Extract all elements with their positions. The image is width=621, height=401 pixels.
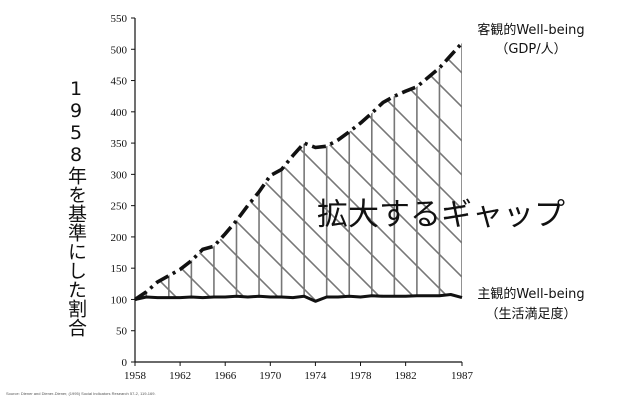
y-tick-label: 350	[111, 138, 128, 150]
y-tick-label: 450	[111, 76, 128, 88]
x-tick-label: 1962	[169, 370, 191, 382]
hatch-diagonal	[135, 43, 360, 302]
series-name-subjective: 主観的Well-being	[477, 286, 584, 302]
series-name-objective: 客観的Well-being	[477, 22, 584, 38]
x-tick-label: 1974	[304, 370, 327, 382]
hatch-diagonal	[135, 43, 326, 302]
source-note: Source: Diener and Diener-Diener, (1995)…	[6, 391, 156, 396]
chart-series	[133, 41, 464, 303]
hatch-diagonal	[135, 43, 224, 302]
y-tick-label: 50	[116, 326, 128, 338]
series-line-subjective	[134, 293, 463, 303]
hatch-diagonal	[135, 43, 258, 302]
hatch-diagonal	[372, 43, 462, 302]
hatch-diagonal	[135, 43, 190, 302]
x-tick-label: 1966	[214, 370, 237, 382]
series-line-objective	[133, 41, 464, 301]
y-tick-label: 0	[122, 357, 128, 369]
y-tick-label: 550	[111, 13, 128, 25]
x-tick-label: 1987	[451, 370, 474, 382]
hatch-diagonal	[577, 18, 621, 378]
y-tick-label: 150	[111, 263, 128, 275]
x-tick-label: 1958	[124, 370, 147, 382]
hatch-diagonal	[135, 43, 292, 302]
gap-annotation: 拡大するギャップ	[317, 197, 565, 233]
x-tick-label: 1982	[395, 370, 417, 382]
y-tick-label: 200	[111, 232, 128, 244]
y-tick-label: 250	[111, 201, 128, 213]
y-axis-label: 1958年を基準にした割合	[65, 78, 87, 337]
y-tick-label: 500	[111, 44, 128, 56]
chart-axes: 0 50 100 150 200 250 300 350 400 450 500 550 1958 196…	[111, 13, 474, 382]
y-tick-label: 100	[111, 294, 128, 306]
x-tick-label: 1970	[259, 370, 282, 382]
series-sub-subjective: （生活満足度）	[485, 306, 576, 322]
series-labels: 客観的Well-being （GDP/人） 主観的Well-being （生活満足度）	[477, 22, 584, 322]
y-tick-label: 400	[111, 107, 128, 119]
y-tick-label: 300	[111, 169, 128, 181]
series-sub-objective: （GDP/人）	[495, 42, 566, 57]
hatch-diagonal	[611, 18, 621, 378]
x-tick-label: 1978	[350, 370, 373, 382]
